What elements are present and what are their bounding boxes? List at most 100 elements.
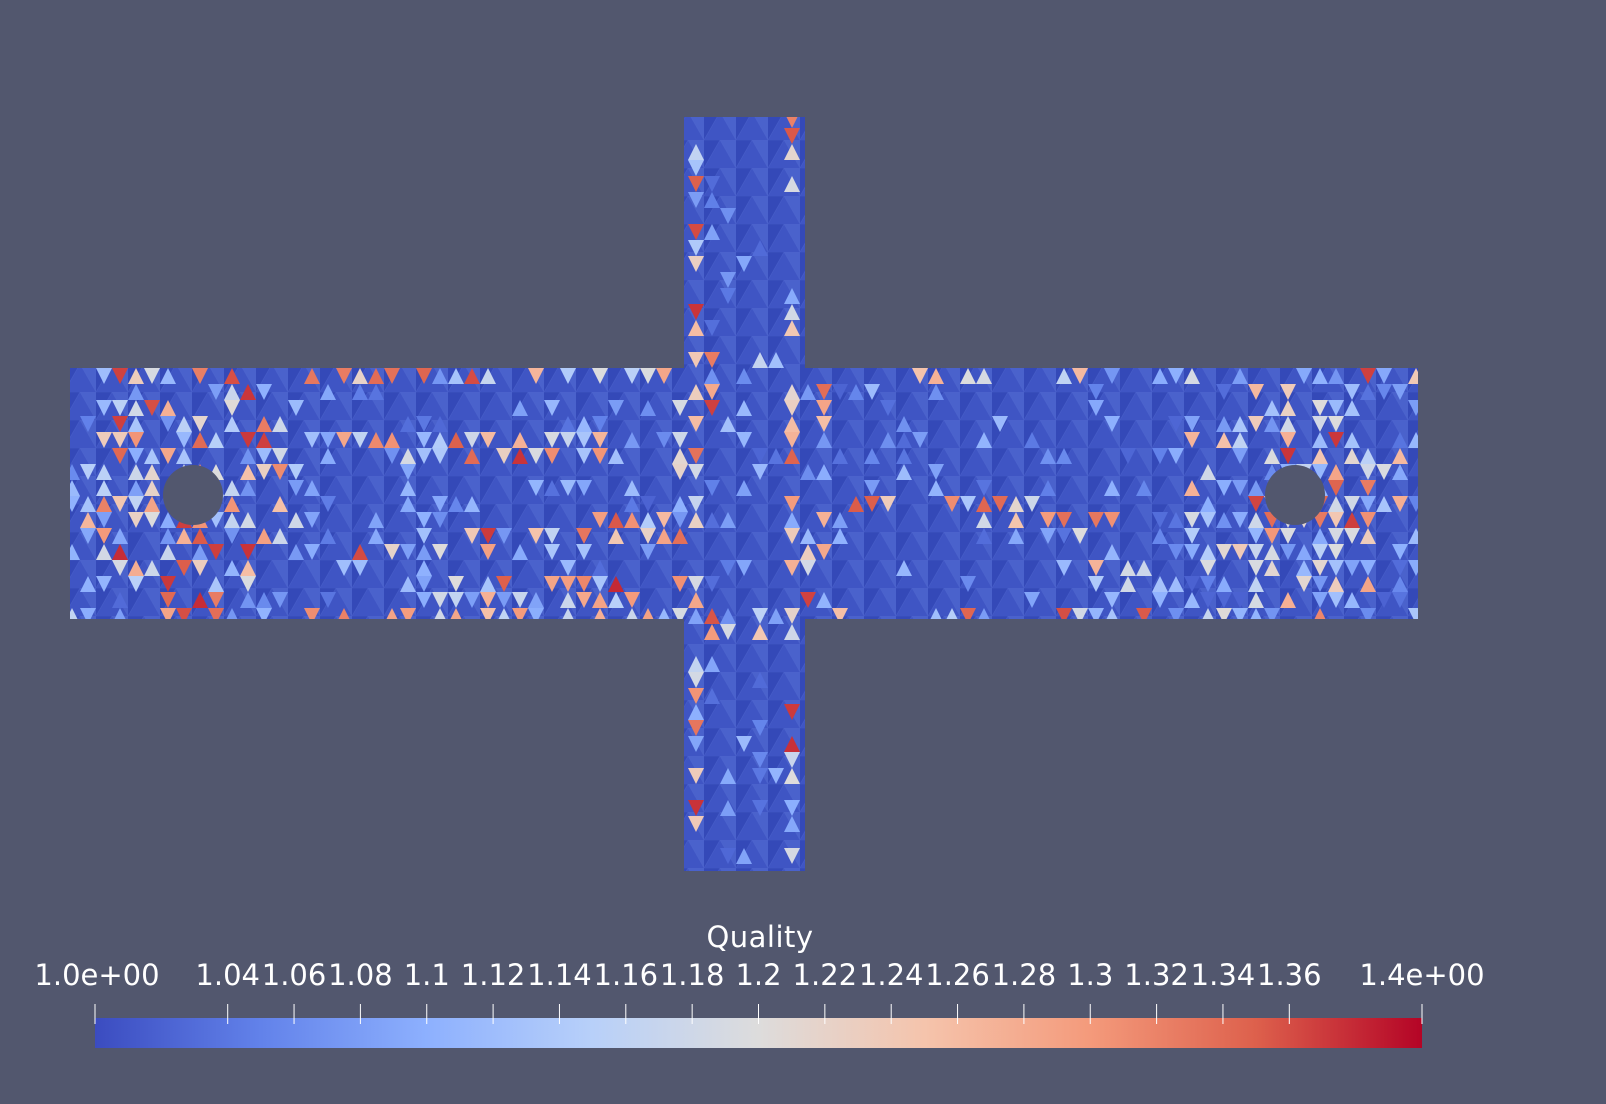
- mesh-element-overlay: [70, 117, 1418, 864]
- mesh-element: [112, 368, 128, 384]
- mesh-element: [784, 128, 800, 144]
- mesh-element: [704, 352, 720, 368]
- mesh-element: [1232, 608, 1248, 624]
- mesh-element: [480, 432, 496, 448]
- mesh-element: [1360, 560, 1376, 576]
- mesh-element: [1056, 608, 1072, 624]
- mesh-element: [624, 512, 640, 528]
- mesh-element: [1408, 496, 1418, 512]
- mesh-element: [480, 368, 496, 384]
- mesh-element: [1312, 528, 1328, 544]
- mesh-element: [1056, 368, 1072, 384]
- mesh-element: [176, 496, 192, 512]
- mesh-element: [720, 512, 736, 528]
- mesh-element: [816, 416, 832, 432]
- mesh-element: [608, 576, 624, 592]
- mesh-element: [208, 480, 224, 496]
- mesh-element: [336, 432, 352, 448]
- mesh-element: [688, 768, 704, 784]
- mesh-element: [192, 512, 208, 528]
- mesh-element: [816, 544, 832, 560]
- mesh-element: [320, 448, 336, 464]
- mesh-element: [96, 432, 112, 448]
- mesh-element: [1280, 480, 1296, 496]
- mesh-element: [1168, 576, 1184, 592]
- mesh-element: [96, 464, 112, 480]
- mesh-element: [608, 592, 624, 608]
- mesh-element: [560, 416, 576, 432]
- mesh-element: [304, 432, 320, 448]
- mesh-element: [800, 560, 816, 576]
- mesh-element: [592, 448, 608, 464]
- mesh-element: [1152, 592, 1168, 608]
- mesh-element: [768, 352, 784, 368]
- mesh-element: [512, 448, 528, 464]
- mesh-element: [80, 496, 96, 512]
- mesh-element: [160, 448, 176, 464]
- mesh-element: [528, 528, 544, 544]
- mesh-element: [1120, 560, 1136, 576]
- mesh-element: [1072, 608, 1088, 624]
- mesh-element: [816, 400, 832, 416]
- mesh-element: [240, 576, 256, 592]
- mesh-element: [784, 752, 800, 768]
- mesh-element: [192, 544, 208, 560]
- mesh-element: [1056, 448, 1072, 464]
- mesh-element: [416, 368, 432, 384]
- mesh-element: [976, 496, 992, 512]
- mesh-element: [1312, 480, 1328, 496]
- mesh-element: [512, 400, 528, 416]
- mesh-element: [640, 544, 656, 560]
- mesh-element: [992, 416, 1008, 432]
- mesh-element: [176, 432, 192, 448]
- mesh-element: [96, 496, 112, 512]
- mesh-element: [688, 160, 704, 176]
- mesh-element: [816, 512, 832, 528]
- mesh-element: [896, 464, 912, 480]
- mesh-element: [1184, 368, 1200, 384]
- mesh-element: [448, 592, 464, 608]
- mesh-element: [176, 512, 192, 528]
- mesh-element: [592, 560, 608, 576]
- mesh-element: [1360, 576, 1376, 592]
- mesh-element: [1280, 528, 1296, 544]
- mesh-element: [1216, 384, 1232, 400]
- mesh-element: [688, 656, 704, 672]
- mesh-element: [1312, 432, 1328, 448]
- mesh-element: [864, 448, 880, 464]
- mesh-element: [1200, 576, 1216, 592]
- mesh-element: [1280, 448, 1296, 464]
- mesh-element: [1232, 416, 1248, 432]
- mesh-element: [272, 464, 288, 480]
- mesh-element: [416, 416, 432, 432]
- mesh-element: [1264, 528, 1280, 544]
- mesh-element: [784, 117, 800, 128]
- mesh-element: [688, 144, 704, 160]
- mesh-element: [384, 544, 400, 560]
- mesh-element: [896, 560, 912, 576]
- mesh-element: [1296, 480, 1312, 496]
- mesh-element: [256, 592, 272, 608]
- mesh-element: [784, 432, 800, 448]
- mesh-element: [384, 448, 400, 464]
- mesh-element: [272, 528, 288, 544]
- mesh-element: [640, 512, 656, 528]
- mesh-element: [784, 416, 800, 432]
- mesh-element: [560, 480, 576, 496]
- mesh-element: [528, 608, 544, 624]
- mesh-element: [544, 432, 560, 448]
- mesh-element: [1104, 368, 1120, 384]
- mesh-element: [1264, 560, 1280, 576]
- mesh-element: [208, 592, 224, 608]
- mesh-element: [1328, 432, 1344, 448]
- mesh-element: [608, 528, 624, 544]
- mesh-element: [1312, 576, 1328, 592]
- mesh-element: [976, 480, 992, 496]
- mesh-element: [112, 432, 128, 448]
- mesh-element: [544, 528, 560, 544]
- mesh-element: [1136, 608, 1152, 624]
- mesh-element: [256, 384, 272, 400]
- mesh-element: [544, 480, 560, 496]
- mesh-element: [1248, 528, 1264, 544]
